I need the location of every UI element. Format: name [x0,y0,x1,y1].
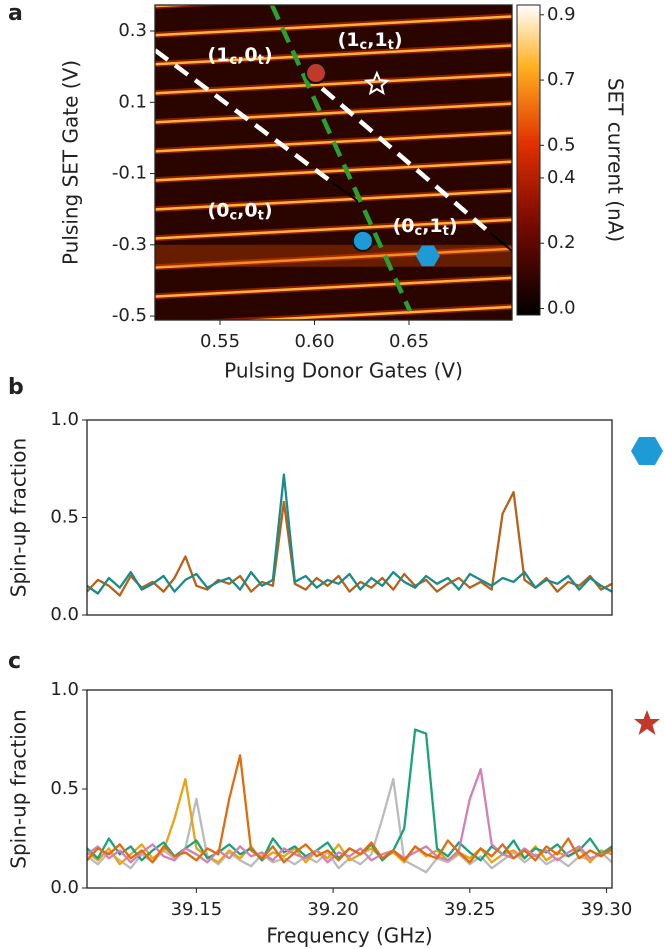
marker [351,229,374,252]
star-key [634,710,660,735]
colorbar-tick-label: 0.0 [547,297,576,318]
label-part: (1 [338,28,360,50]
state-label: (1c,1t) [338,28,403,52]
panel: (1c,0t)(1c,1t)(0c,0t)(0c,1t)0.90.70.50.4… [8,1,628,383]
x-tick-label: 0.55 [200,331,240,352]
subscript: t [258,208,264,223]
colorbar-tick-label: 0.5 [547,134,576,155]
label-part: ,0 [237,44,257,66]
state-label: (1c,0t) [208,44,273,68]
label-part: ) [449,214,458,236]
subscript: t [443,223,449,238]
colorbar-tick-label: 0.7 [547,69,576,90]
label-part: ) [264,199,273,221]
panel: 0.0 0.5 1.0 39.15 39.20 39.25 39.30 Frequency (… [7,649,633,948]
subscript: c [229,53,237,68]
subscript: c [229,208,237,223]
panel: 0.0 0.5 1.0 Spin-up fraction b [7,375,613,625]
label-part: ,1 [367,28,387,50]
hexagon-key [631,437,663,465]
y-tick-label: 0.3 [118,20,147,41]
label-part: (0 [208,199,230,221]
y-tick-label: -0.3 [112,234,147,255]
series-line [87,473,612,595]
y-tick-label: 1.0 [50,679,79,700]
marker [305,62,328,85]
y-tick-label: 0.5 [50,507,79,528]
y-axis-label: Pulsing SET Gate (V) [59,60,83,265]
series-line [87,490,612,597]
x-tick-label: 39.25 [444,899,496,920]
subscript: t [258,53,264,68]
label-part: ,0 [237,199,257,221]
guide-line [155,48,332,183]
colorbar-label: SET current (nA) [604,78,628,242]
overlay [155,5,512,313]
guide-line [320,86,492,235]
colorbar-tick-label: 0.9 [547,4,576,25]
x-tick-label: 0.60 [294,331,334,352]
plot-lines [87,728,612,874]
x-axis-label: Pulsing Donor Gates (V) [224,359,463,383]
label-part: (1 [208,44,230,66]
subscript: t [388,37,394,52]
label-part: ) [394,28,403,50]
guide-line [329,179,361,204]
panel-label: b [8,375,24,400]
guide-line [269,5,412,313]
y-tick-label: -0.1 [112,163,147,184]
label-part: (0 [393,214,415,236]
colorbar-tick-label: 0.4 [547,167,576,188]
y-tick-label: 1.0 [50,409,79,430]
y-axis-label: Spin-up fraction [7,709,31,868]
plot-frame [154,4,513,321]
series-line [87,768,612,864]
marker [415,245,440,267]
x-axis-label: Frequency (GHz) [266,924,432,948]
y-tick-label: 0.1 [118,91,147,112]
plot-area [87,420,612,615]
panel-label: a [8,1,23,26]
label-part: ,1 [422,214,442,236]
subscript: c [414,223,422,238]
y-tick-label: 0.5 [50,778,79,799]
series-line [87,754,612,864]
x-tick-label: 39.30 [581,899,633,920]
y-tick-label: 0.0 [50,877,79,898]
x-tick-label: 39.20 [307,899,359,920]
state-label: (0c,0t) [208,199,273,223]
marker [363,70,390,96]
y-tick-label: 0.0 [50,604,79,625]
heatmap-glow [155,244,512,267]
x-tick-label: 39.15 [171,899,223,920]
x-tick-label: 0.65 [389,331,429,352]
plot-lines [87,473,612,597]
heatmap-image [155,5,512,320]
label-part: ) [264,44,273,66]
colorbar [516,4,541,316]
guide-line [489,231,512,252]
panel-label: c [8,649,21,674]
state-label: (0c,1t) [393,214,458,238]
colorbar-tick-label: 0.2 [547,232,576,253]
y-tick-label: -0.5 [112,305,147,326]
subscript: c [359,37,367,52]
y-axis-label: Spin-up fraction [7,438,31,597]
